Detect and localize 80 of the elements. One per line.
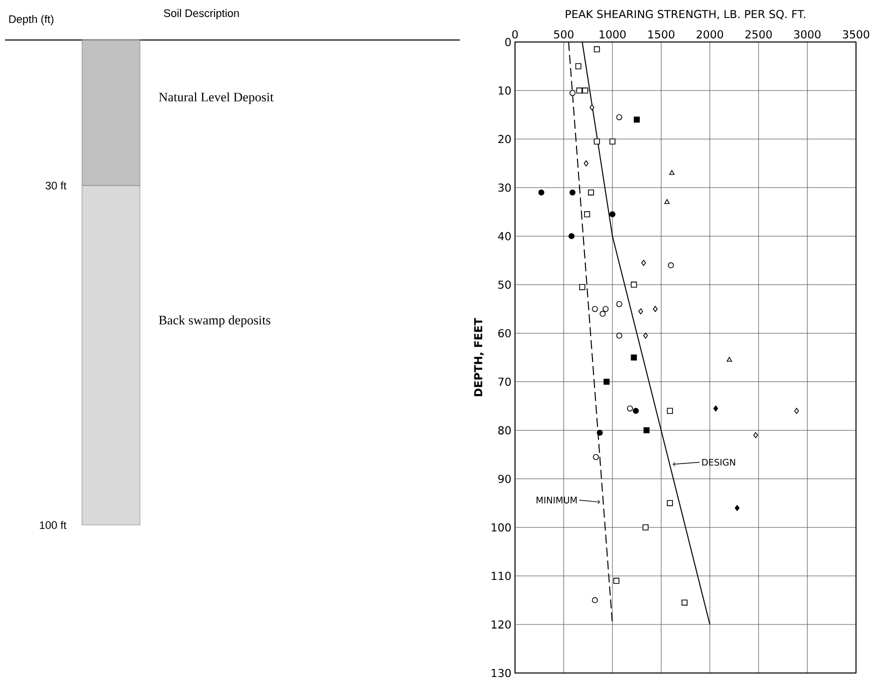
y-tick-label: 40 xyxy=(498,232,511,240)
point xyxy=(794,408,799,414)
point xyxy=(569,189,576,196)
point xyxy=(616,332,622,339)
y-tick-label: 30 xyxy=(498,183,511,192)
point xyxy=(596,430,603,436)
point xyxy=(594,46,600,52)
point xyxy=(630,282,637,288)
point xyxy=(604,378,610,385)
point xyxy=(666,408,673,414)
point xyxy=(576,88,582,94)
point xyxy=(592,306,598,312)
y-tick-label: 80 xyxy=(498,426,511,434)
point xyxy=(682,600,688,606)
y-tick-label: 130 xyxy=(492,668,511,678)
x-tick-label: 3000 xyxy=(794,30,820,38)
point xyxy=(582,88,588,94)
point xyxy=(616,301,622,308)
point xyxy=(669,170,675,175)
x-tick-label: 3500 xyxy=(842,30,870,38)
point xyxy=(734,504,740,511)
y-tick-label: 120 xyxy=(492,620,511,629)
point xyxy=(592,597,598,604)
point xyxy=(584,211,590,218)
x-tick-label: 500 xyxy=(554,30,574,38)
y-tick-label: 70 xyxy=(498,378,511,386)
y-tick-label: 100 xyxy=(492,523,511,532)
x-axis-title: PEAK SHEARING STRENGTH, LB. PER SQ. FT. xyxy=(566,10,806,20)
point xyxy=(664,199,670,204)
y-tick-label: 50 xyxy=(498,280,511,289)
point xyxy=(584,160,588,166)
point xyxy=(600,310,606,317)
y-tick-label: 10 xyxy=(498,86,511,95)
y-tick-label: 20 xyxy=(498,134,511,144)
legend-label: DESIGN xyxy=(702,458,736,466)
x-tick-label: 2500 xyxy=(745,30,772,38)
point xyxy=(590,104,594,111)
point xyxy=(575,63,582,70)
point xyxy=(638,308,644,314)
point xyxy=(569,90,576,96)
point xyxy=(634,116,640,123)
point xyxy=(643,332,648,339)
point xyxy=(644,427,650,434)
point xyxy=(668,262,674,268)
point xyxy=(602,306,609,312)
chart-title: Soil Description xyxy=(164,9,239,20)
y-tick-label: 30 ft xyxy=(46,181,66,190)
point xyxy=(753,432,758,438)
point xyxy=(568,233,575,240)
x-tick-label: 0 xyxy=(512,30,518,38)
point xyxy=(642,524,649,530)
point xyxy=(579,284,586,290)
point xyxy=(592,454,599,460)
point xyxy=(726,356,732,362)
y-tick-label: 0 xyxy=(505,38,511,46)
point xyxy=(630,354,637,360)
y-axis-title: DEPTH, FEET xyxy=(474,318,484,396)
series-label: Natural Level Deposit xyxy=(158,92,274,104)
point xyxy=(626,405,633,412)
point xyxy=(609,211,616,218)
y-tick-label: 60 xyxy=(498,329,511,338)
point xyxy=(588,189,594,196)
point xyxy=(713,405,718,412)
y-axis-title: Depth (ft) xyxy=(9,15,54,26)
x-tick-label: 1500 xyxy=(648,30,674,38)
series-label: Back swamp deposits xyxy=(158,315,270,328)
point xyxy=(641,260,646,266)
y-tick-label: 110 xyxy=(492,572,511,580)
y-tick-label: 100 ft xyxy=(40,520,66,530)
point xyxy=(652,306,658,312)
y-tick-label: 90 xyxy=(498,474,511,483)
x-tick-label: 2000 xyxy=(696,30,724,38)
point xyxy=(538,189,544,196)
x-tick-label: 1000 xyxy=(600,30,626,38)
point xyxy=(616,114,622,120)
point xyxy=(613,578,620,584)
point xyxy=(609,138,616,144)
point xyxy=(632,408,639,414)
point xyxy=(594,138,600,144)
point xyxy=(666,500,673,506)
